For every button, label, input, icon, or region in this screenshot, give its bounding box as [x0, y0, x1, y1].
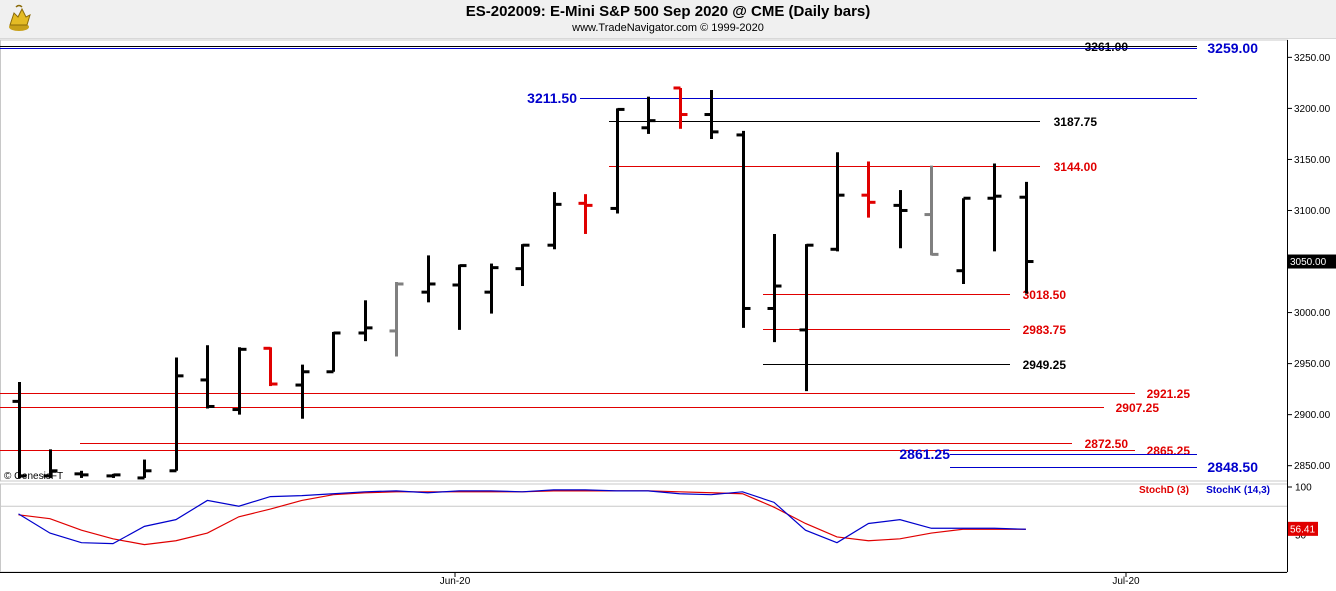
ohlc-bar [641, 96, 656, 134]
price-tick-label: 2900.00 [1294, 410, 1331, 421]
level-label: 3018.50 [1023, 288, 1067, 302]
ohlc-bar [987, 163, 1002, 252]
ohlc-bar [12, 381, 27, 478]
stoch-plot-frame [0, 483, 1288, 573]
stoch-tick-label: 50 [1295, 531, 1307, 542]
level-label: 3187.75 [1054, 115, 1098, 129]
price-tick-label: 2850.00 [1294, 461, 1331, 472]
level-label: 2907.25 [1116, 401, 1160, 415]
level-label: 2949.25 [1023, 358, 1067, 372]
ohlc-bar [924, 165, 939, 256]
stochD-legend: StochD (3) [1139, 485, 1189, 496]
price-tick-label: 3150.00 [1294, 155, 1331, 166]
watermark-text: © GenesisFT [4, 471, 63, 482]
level-label: 3259.00 [1207, 40, 1258, 56]
chart-header: ES-202009: E-Mini S&P 500 Sep 2020 @ CME… [0, 0, 1336, 39]
ohlc-bar [421, 255, 436, 303]
level-label: 2861.25 [899, 446, 950, 462]
ohlc-bar [610, 107, 625, 214]
price-tick-label: 3200.00 [1294, 104, 1331, 115]
ohlc-bar [956, 196, 971, 284]
level-label: 3211.50 [527, 90, 577, 106]
ohlc-bar [263, 346, 278, 387]
level-label: 2865.25 [1147, 444, 1191, 458]
price-tick-label: 3000.00 [1294, 308, 1331, 319]
ohlc-bar [106, 473, 121, 478]
ohlc-bar [547, 192, 562, 250]
stoch-value-box [1288, 521, 1318, 536]
ohlc-bar [1019, 181, 1034, 294]
ohlc-bar [830, 152, 845, 252]
x-tick-label: Jul-20 [1112, 576, 1140, 587]
ohlc-bar [799, 243, 814, 392]
ohlc-bar [326, 331, 341, 374]
ohlc-bar [578, 194, 593, 234]
ohlc-bar [295, 364, 310, 419]
price-plot-frame [0, 39, 1288, 482]
ohlc-bar [232, 347, 247, 415]
ohlc-bar [169, 357, 184, 473]
x-tick-label: Jun-20 [440, 576, 471, 587]
ohlc-bar [736, 130, 751, 328]
stoch-value-label: 56.41 [1290, 524, 1315, 535]
ohlc-bar [704, 90, 719, 140]
level-label: 3144.00 [1054, 160, 1098, 174]
chart-subtitle: www.TradeNavigator.com © 1999-2020 [572, 22, 764, 34]
ohlc-bar [389, 281, 404, 357]
ohlc-bar [673, 86, 688, 129]
chart-title: ES-202009: E-Mini S&P 500 Sep 2020 @ CME… [465, 3, 871, 20]
ohlc-bar [893, 190, 908, 249]
price-tick-label: 3250.00 [1294, 53, 1331, 64]
ohlc-bar [515, 243, 530, 287]
current-price-label: 3050.00 [1290, 257, 1327, 268]
current-price-box [1288, 254, 1336, 269]
ohlc-bar [137, 459, 152, 480]
level-label: 2872.50 [1085, 437, 1129, 451]
ohlc-bar [484, 263, 499, 314]
level-label: 3261.00 [1085, 40, 1129, 54]
price-tick-label: 2950.00 [1294, 359, 1331, 370]
level-label: 2983.75 [1023, 323, 1067, 337]
ohlc-bar [767, 233, 782, 343]
ohlc-bar [43, 449, 58, 478]
level-label: 2921.25 [1147, 387, 1191, 401]
level-label: 2848.50 [1207, 459, 1258, 475]
stochK-legend: StochK (14,3) [1206, 485, 1270, 496]
ohlc-bar [861, 161, 876, 218]
ohlc-bar [74, 470, 89, 478]
ohlc-bar [200, 345, 215, 409]
ohlc-bar [358, 300, 373, 342]
stoch-tick-label: 100 [1295, 483, 1312, 494]
stoch-series-line [18, 489, 1026, 545]
gold-bull-icon [9, 4, 31, 31]
price-tick-label: 3100.00 [1294, 206, 1331, 217]
ohlc-bar [452, 264, 467, 330]
